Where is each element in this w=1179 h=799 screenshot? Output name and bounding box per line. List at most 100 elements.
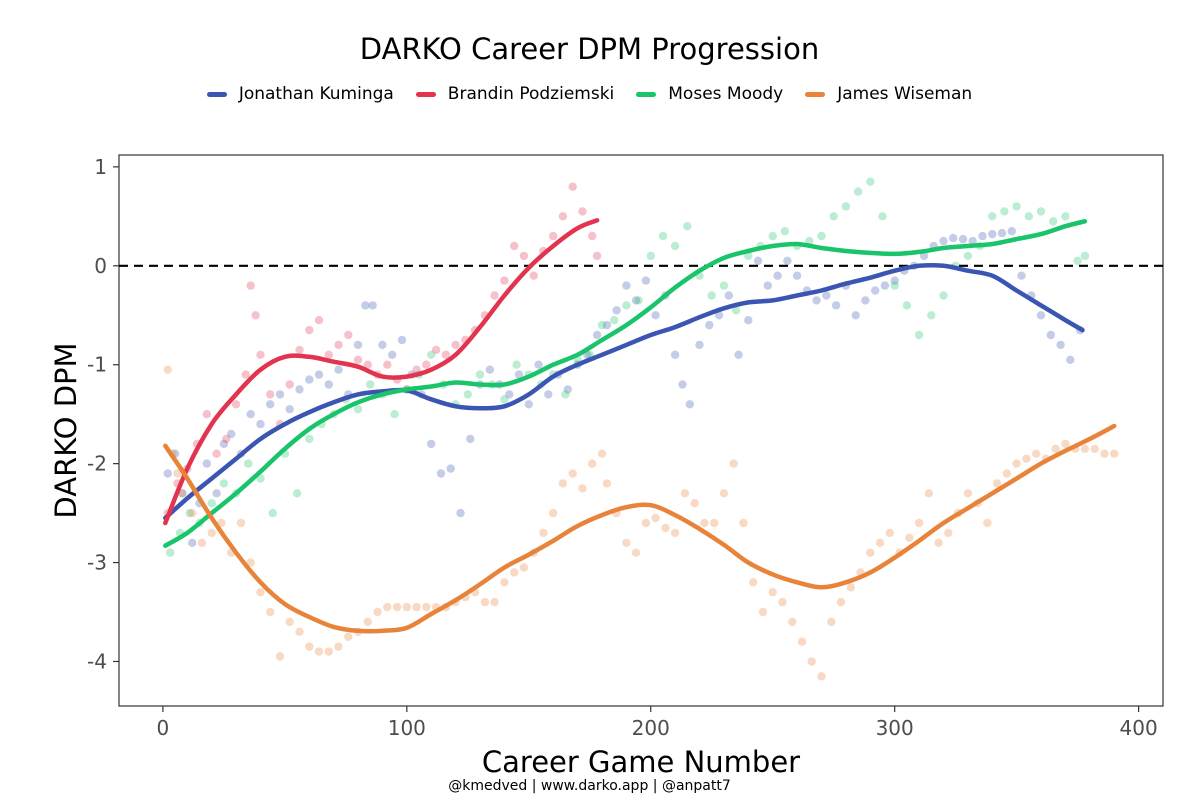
data-point-moses-moody: [658, 231, 668, 241]
data-point-jonathan-kuminga: [861, 296, 870, 305]
data-point-jonathan-kuminga: [602, 320, 612, 330]
data-point-james-wiseman: [622, 538, 631, 547]
data-point-jonathan-kuminga: [714, 311, 724, 320]
data-point-jonathan-kuminga: [446, 464, 455, 473]
data-point-james-wiseman: [807, 657, 816, 666]
data-point-james-wiseman: [690, 499, 699, 508]
data-point-james-wiseman: [275, 652, 285, 661]
data-point-james-wiseman: [719, 489, 729, 498]
data-point-jonathan-kuminga: [631, 296, 641, 305]
y-tick-label: -2: [87, 452, 107, 476]
data-point-brandin-podziemski: [285, 380, 294, 389]
data-point-james-wiseman: [519, 563, 529, 572]
data-point-brandin-podziemski: [295, 345, 304, 355]
data-point-james-wiseman: [797, 637, 807, 646]
data-point-moses-moody: [634, 296, 643, 305]
data-point-moses-moody: [866, 177, 875, 186]
data-point-brandin-podziemski: [519, 251, 529, 261]
data-point-jonathan-kuminga: [685, 400, 694, 409]
y-tick-label: -3: [87, 551, 107, 575]
data-point-moses-moody: [902, 301, 912, 310]
data-point-moses-moody: [622, 301, 631, 310]
data-point-james-wiseman: [1100, 449, 1109, 458]
x-tick-label: 100: [388, 716, 426, 740]
data-point-moses-moody: [878, 212, 887, 221]
trend-line-moses-moody: [163, 219, 1088, 548]
data-point-jonathan-kuminga: [285, 405, 294, 414]
data-point-jonathan-kuminga: [163, 469, 172, 478]
data-point-brandin-podziemski: [353, 355, 363, 364]
data-point-jonathan-kuminga: [1007, 227, 1016, 236]
data-point-moses-moody: [207, 499, 216, 508]
legend-label: James Wiseman: [837, 84, 973, 104]
data-point-jonathan-kuminga: [592, 330, 602, 340]
data-point-james-wiseman: [875, 538, 885, 547]
y-tick-label: 1: [94, 155, 107, 179]
data-point-james-wiseman: [1002, 469, 1012, 478]
data-point-brandin-podziemski: [202, 410, 211, 419]
data-point-james-wiseman: [641, 518, 651, 528]
data-point-james-wiseman: [963, 489, 973, 498]
data-point-james-wiseman: [905, 533, 914, 542]
data-point-james-wiseman: [490, 597, 499, 607]
data-point-jonathan-kuminga: [563, 385, 572, 394]
data-point-james-wiseman: [1012, 459, 1021, 468]
data-point-james-wiseman: [944, 528, 953, 538]
data-point-jonathan-kuminga: [427, 439, 436, 449]
data-point-moses-moody: [719, 281, 729, 290]
data-point-moses-moody: [244, 459, 253, 468]
data-point-brandin-podziemski: [500, 276, 509, 285]
plot-panel: [118, 154, 1164, 707]
data-point-james-wiseman: [1090, 444, 1099, 453]
data-point-james-wiseman: [885, 528, 894, 538]
data-point-jonathan-kuminga: [397, 335, 407, 345]
data-point-brandin-podziemski: [344, 330, 353, 340]
data-point-moses-moody: [512, 360, 521, 369]
data-point-jonathan-kuminga: [968, 236, 977, 246]
data-point-moses-moody: [817, 231, 826, 241]
data-point-james-wiseman: [402, 602, 411, 612]
data-point-brandin-podziemski: [266, 390, 275, 399]
data-point-james-wiseman: [217, 518, 226, 528]
data-point-james-wiseman: [827, 617, 836, 627]
data-point-james-wiseman: [373, 607, 382, 617]
data-point-jonathan-kuminga: [890, 276, 899, 285]
data-point-brandin-podziemski: [231, 400, 241, 409]
data-point-moses-moody: [988, 212, 997, 221]
data-point-james-wiseman: [934, 538, 943, 547]
data-point-james-wiseman: [256, 588, 265, 597]
data-point-moses-moody: [829, 212, 838, 221]
data-point-james-wiseman: [749, 578, 758, 587]
legend-swatch: [415, 91, 436, 97]
data-point-jonathan-kuminga: [388, 350, 397, 359]
data-point-brandin-podziemski: [212, 449, 221, 458]
data-point-moses-moody: [610, 316, 619, 325]
x-tick-label: 300: [876, 716, 914, 740]
data-point-moses-moody: [463, 390, 472, 399]
data-point-james-wiseman: [392, 602, 402, 612]
data-point-james-wiseman: [480, 597, 490, 607]
data-point-james-wiseman: [1051, 444, 1060, 453]
data-point-jonathan-kuminga: [436, 469, 446, 478]
data-point-moses-moody: [561, 390, 570, 399]
data-point-jonathan-kuminga: [334, 365, 343, 374]
data-point-jonathan-kuminga: [368, 301, 377, 310]
data-point-james-wiseman: [324, 647, 333, 656]
data-point-james-wiseman: [992, 479, 1002, 488]
data-point-brandin-podziemski: [305, 325, 314, 335]
data-point-jonathan-kuminga: [1066, 355, 1075, 364]
data-point-jonathan-kuminga: [314, 370, 324, 379]
data-point-jonathan-kuminga: [1056, 340, 1065, 350]
data-point-james-wiseman: [163, 365, 172, 374]
data-point-james-wiseman: [173, 469, 182, 478]
y-tick-label: -4: [87, 649, 107, 673]
data-point-jonathan-kuminga: [641, 276, 651, 285]
data-point-brandin-podziemski: [490, 291, 499, 300]
data-point-james-wiseman: [588, 459, 597, 468]
legend-item-jonathan-kuminga: Jonathan Kuminga: [206, 84, 394, 104]
data-point-james-wiseman: [1080, 444, 1090, 453]
data-point-james-wiseman: [602, 479, 612, 488]
y-tick-label: 0: [94, 254, 107, 278]
data-point-brandin-podziemski: [549, 231, 558, 241]
data-point-brandin-podziemski: [334, 340, 343, 350]
